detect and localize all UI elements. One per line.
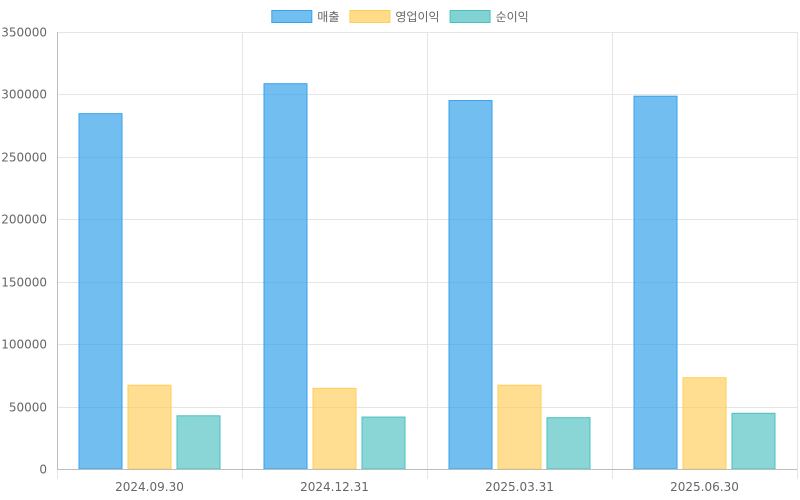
y-tick-label: 250000: [1, 151, 47, 165]
bar-영업이익-2025.03.31[interactable]: [497, 384, 542, 470]
y-tick-label: 350000: [1, 26, 47, 40]
legend-item-영업이익[interactable]: 영업이익: [349, 10, 440, 24]
bar-영업이익-2025.06.30[interactable]: [682, 377, 727, 470]
bar-순이익-2024.09.30[interactable]: [176, 415, 221, 470]
bar-매출-2024.09.30[interactable]: [78, 113, 123, 470]
grid: [57, 32, 798, 479]
x-tick-label: 2025.06.30: [670, 480, 739, 494]
bar-순이익-2025.06.30[interactable]: [731, 412, 776, 470]
legend-item-순이익[interactable]: 순이익: [449, 10, 529, 24]
y-tick-label: 50000: [9, 401, 47, 415]
bar-영업이익-2024.09.30[interactable]: [127, 384, 172, 470]
bar-매출-2025.03.31[interactable]: [448, 100, 493, 470]
bar-순이익-2024.12.31[interactable]: [361, 416, 406, 470]
y-tick-label: 200000: [1, 213, 47, 227]
x-tick-label: 2024.12.31: [300, 480, 369, 494]
legend-label: 매출: [317, 10, 339, 24]
bar-영업이익-2024.12.31[interactable]: [312, 387, 357, 470]
y-tick-label: 150000: [1, 276, 47, 290]
bar-매출-2024.12.31[interactable]: [263, 83, 308, 470]
legend: 매출 영업이익 순이익: [271, 10, 529, 24]
axes: [57, 32, 797, 470]
bar-순이익-2025.03.31[interactable]: [546, 417, 591, 470]
x-tick-label: 2024.09.30: [115, 480, 184, 494]
y-tick-label: 300000: [1, 88, 47, 102]
legend-swatch: [449, 10, 491, 23]
y-tick-label: 100000: [1, 338, 47, 352]
legend-swatch: [271, 10, 313, 23]
legend-swatch: [349, 10, 391, 23]
legend-label: 영업이익: [395, 10, 439, 24]
y-tick-label: 0: [39, 463, 47, 477]
bars: [78, 83, 776, 470]
y-axis-ticks: 0 50000 100000 150000 200000 250000 300000 3500…: [1, 26, 47, 477]
x-tick-label: 2025.03.31: [485, 480, 554, 494]
legend-item-매출[interactable]: 매출: [271, 10, 340, 24]
bar-매출-2025.06.30[interactable]: [633, 95, 678, 470]
x-axis-ticks: 2024.09.30 2024.12.31 2025.03.31 2025.06.30: [115, 480, 739, 494]
legend-label: 순이익: [496, 10, 529, 24]
